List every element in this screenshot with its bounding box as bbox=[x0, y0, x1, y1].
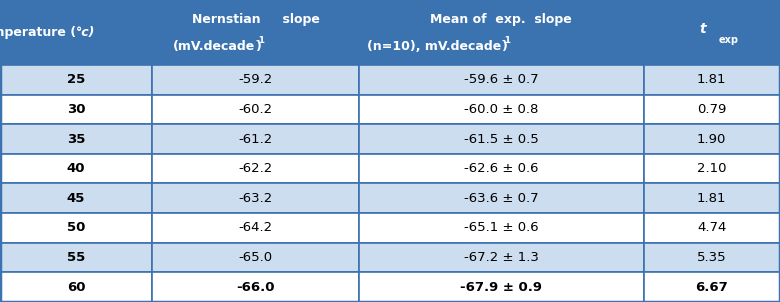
Text: ): ) bbox=[256, 40, 262, 53]
Text: exp: exp bbox=[719, 35, 739, 45]
Text: -66.0: -66.0 bbox=[236, 281, 275, 294]
Text: 0.79: 0.79 bbox=[697, 103, 726, 116]
Bar bbox=[152, 0, 359, 65]
Text: Nernstian     slope: Nernstian slope bbox=[192, 13, 319, 26]
Text: (n=10), mV.decade: (n=10), mV.decade bbox=[367, 40, 502, 53]
Bar bbox=[0, 124, 152, 154]
Bar bbox=[0, 154, 152, 183]
Text: 1.81: 1.81 bbox=[697, 192, 726, 205]
Text: Mean of  exp.  slope: Mean of exp. slope bbox=[431, 13, 572, 26]
Text: -64.2: -64.2 bbox=[239, 221, 272, 234]
Bar bbox=[0, 0, 152, 65]
Bar bbox=[359, 213, 644, 243]
Bar bbox=[359, 0, 644, 65]
Bar bbox=[644, 154, 780, 183]
Text: Temperature (: Temperature ( bbox=[0, 26, 76, 39]
Text: -62.2: -62.2 bbox=[239, 162, 272, 175]
Bar bbox=[359, 243, 644, 272]
Text: (mV.decade: (mV.decade bbox=[173, 40, 256, 53]
Bar bbox=[152, 213, 359, 243]
Bar bbox=[359, 272, 644, 302]
Text: -63.2: -63.2 bbox=[239, 192, 272, 205]
Text: 60: 60 bbox=[67, 281, 85, 294]
Bar bbox=[0, 95, 152, 124]
Text: -61.2: -61.2 bbox=[239, 133, 272, 146]
Bar bbox=[644, 124, 780, 154]
Bar bbox=[644, 272, 780, 302]
Text: -1: -1 bbox=[256, 36, 265, 45]
Bar bbox=[644, 0, 780, 65]
Bar bbox=[0, 65, 152, 95]
Bar bbox=[152, 124, 359, 154]
Bar bbox=[0, 272, 152, 302]
Text: 45: 45 bbox=[67, 192, 85, 205]
Bar bbox=[644, 65, 780, 95]
Text: 6.67: 6.67 bbox=[696, 281, 728, 294]
Bar bbox=[359, 65, 644, 95]
Text: ): ) bbox=[502, 40, 508, 53]
Text: 55: 55 bbox=[67, 251, 85, 264]
Text: 30: 30 bbox=[67, 103, 85, 116]
Text: -60.0 ± 0.8: -60.0 ± 0.8 bbox=[464, 103, 538, 116]
Text: -65.1 ± 0.6: -65.1 ± 0.6 bbox=[464, 221, 538, 234]
Text: -59.6 ± 0.7: -59.6 ± 0.7 bbox=[464, 73, 538, 86]
Bar bbox=[152, 154, 359, 183]
Text: 1.90: 1.90 bbox=[697, 133, 726, 146]
Text: 2.10: 2.10 bbox=[697, 162, 726, 175]
Text: -67.9 ± 0.9: -67.9 ± 0.9 bbox=[460, 281, 542, 294]
Bar bbox=[152, 183, 359, 213]
Text: 5.35: 5.35 bbox=[697, 251, 726, 264]
Bar bbox=[359, 183, 644, 213]
Bar bbox=[359, 95, 644, 124]
Text: t: t bbox=[699, 22, 706, 37]
Text: -65.0: -65.0 bbox=[239, 251, 272, 264]
Text: -59.2: -59.2 bbox=[239, 73, 272, 86]
Bar bbox=[644, 213, 780, 243]
Text: -60.2: -60.2 bbox=[239, 103, 272, 116]
Bar bbox=[644, 183, 780, 213]
Bar bbox=[152, 272, 359, 302]
Bar bbox=[152, 65, 359, 95]
Bar bbox=[644, 95, 780, 124]
Text: 25: 25 bbox=[67, 73, 85, 86]
Bar bbox=[0, 243, 152, 272]
Text: -1: -1 bbox=[502, 36, 511, 45]
Text: -61.5 ± 0.5: -61.5 ± 0.5 bbox=[464, 133, 538, 146]
Bar bbox=[152, 243, 359, 272]
Text: -67.2 ± 1.3: -67.2 ± 1.3 bbox=[464, 251, 538, 264]
Text: 4.74: 4.74 bbox=[697, 221, 726, 234]
Text: -63.6 ± 0.7: -63.6 ± 0.7 bbox=[464, 192, 538, 205]
Bar bbox=[644, 243, 780, 272]
Bar bbox=[0, 213, 152, 243]
Bar bbox=[359, 154, 644, 183]
Text: 50: 50 bbox=[67, 221, 85, 234]
Text: 1.81: 1.81 bbox=[697, 73, 726, 86]
Text: -62.6 ± 0.6: -62.6 ± 0.6 bbox=[464, 162, 538, 175]
Text: °c): °c) bbox=[76, 26, 95, 39]
Bar bbox=[359, 124, 644, 154]
Text: 35: 35 bbox=[67, 133, 85, 146]
Text: 40: 40 bbox=[67, 162, 85, 175]
Bar bbox=[152, 95, 359, 124]
Bar bbox=[0, 183, 152, 213]
